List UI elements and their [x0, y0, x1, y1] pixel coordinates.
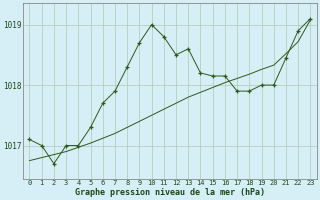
X-axis label: Graphe pression niveau de la mer (hPa): Graphe pression niveau de la mer (hPa) — [75, 188, 265, 197]
